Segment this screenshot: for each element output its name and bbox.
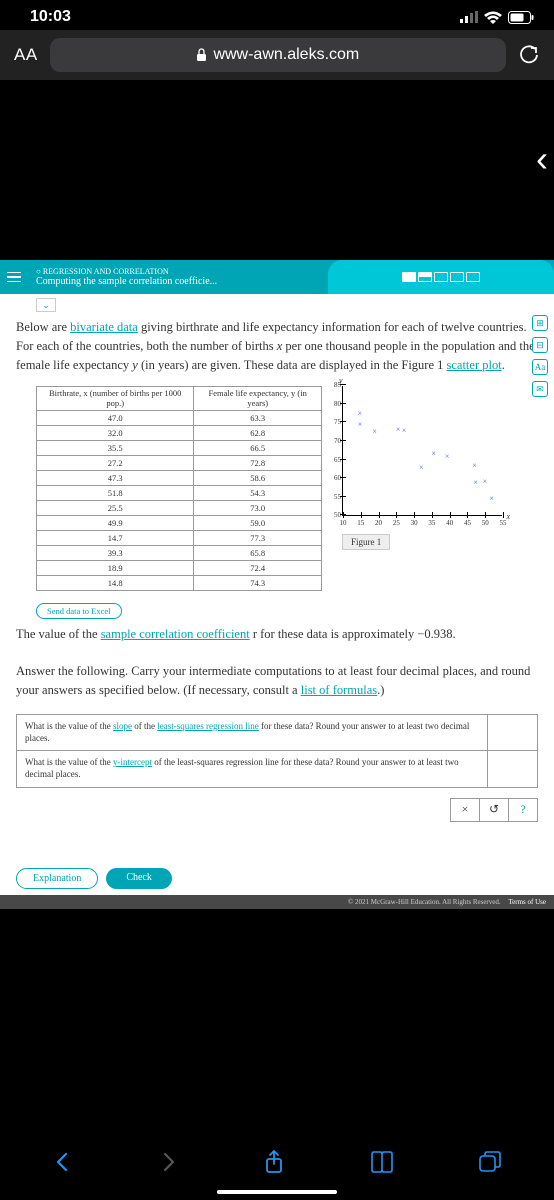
ios-status-bar: 10:03 xyxy=(0,0,554,30)
scatter-point: × xyxy=(472,462,477,470)
scatter-point: × xyxy=(396,426,401,434)
figure-wrapper: y x 101520253035404550555055606570758085… xyxy=(342,386,518,550)
scatter-point: × xyxy=(419,464,424,472)
table-row: 47.063.3 xyxy=(37,410,322,425)
battery-icon xyxy=(508,11,534,24)
question-row-slope: What is the value of the slope of the le… xyxy=(17,715,537,751)
question-row-intercept: What is the value of the y-intercept of … xyxy=(17,751,537,786)
table-row: 25.573.0 xyxy=(37,500,322,515)
url-field[interactable]: www-awn.aleks.com xyxy=(50,38,506,72)
forward-icon xyxy=(157,1151,179,1173)
topic-category: ○ REGRESSION AND CORRELATION xyxy=(36,267,320,276)
slope-input[interactable] xyxy=(487,715,537,750)
link-scatter-plot[interactable]: scatter plot xyxy=(447,358,502,372)
lock-icon xyxy=(196,48,207,62)
progress-step xyxy=(466,272,480,282)
helper-buttons: × ↺ ? xyxy=(0,794,554,828)
send-to-excel-button[interactable]: Send data to Excel xyxy=(36,603,122,619)
help-button[interactable]: ? xyxy=(508,798,538,822)
tool-icons: ⊞ ⊟ Aa ✉ xyxy=(532,315,548,397)
bookmarks-icon[interactable] xyxy=(369,1151,395,1173)
back-icon[interactable] xyxy=(52,1151,74,1173)
table-col-y: Female life expectancy, y (in years) xyxy=(194,387,322,411)
aleks-problem-panel: ○ REGRESSION AND CORRELATION Computing t… xyxy=(0,260,554,909)
home-indicator xyxy=(217,1190,337,1194)
scatter-point: × xyxy=(357,410,362,418)
link-sample-correlation[interactable]: sample correlation coefficient xyxy=(101,627,250,641)
figure-caption: Figure 1 xyxy=(342,534,390,550)
safari-address-bar: AA www-awn.aleks.com xyxy=(0,30,554,80)
progress-step xyxy=(434,272,448,282)
problem-statement: Below are bivariate data giving birthrat… xyxy=(0,312,554,382)
progress-step xyxy=(402,272,416,282)
font-icon[interactable]: Aa xyxy=(532,359,548,375)
scatter-point: × xyxy=(473,479,478,487)
topic-header: ○ REGRESSION AND CORRELATION Computing t… xyxy=(0,260,554,294)
table-row: 39.365.8 xyxy=(37,545,322,560)
explanation-button[interactable]: Explanation xyxy=(16,868,98,889)
link-y-intercept[interactable]: y-intercept xyxy=(113,757,152,767)
table-row: 32.062.8 xyxy=(37,425,322,440)
data-table: Birthrate, x (number of births per 1000 … xyxy=(36,386,322,591)
wifi-icon xyxy=(484,11,502,24)
mail-icon[interactable]: ✉ xyxy=(532,381,548,397)
status-icons xyxy=(460,11,534,24)
action-buttons: Explanation Check xyxy=(0,828,554,895)
footer: © 2021 McGraw-Hill Education. All Rights… xyxy=(0,895,554,909)
menu-icon[interactable] xyxy=(0,272,28,283)
status-time: 10:03 xyxy=(30,8,71,26)
link-least-squares[interactable]: least-squares regression line xyxy=(157,721,258,731)
table-row: 35.566.5 xyxy=(37,440,322,455)
table-row: 51.854.3 xyxy=(37,485,322,500)
signal-icon xyxy=(460,11,478,23)
scatter-point: × xyxy=(445,453,450,461)
topic-name: Computing the sample correlation coeffic… xyxy=(36,276,320,287)
copyright-text: © 2021 McGraw-Hill Education. All Rights… xyxy=(348,898,501,906)
page-back-chevron[interactable]: ‹ xyxy=(536,138,548,180)
url-text: www-awn.aleks.com xyxy=(213,46,359,64)
progress-step xyxy=(450,272,464,282)
share-icon[interactable] xyxy=(263,1149,285,1175)
scatter-point: × xyxy=(431,450,436,458)
table-row: 49.959.0 xyxy=(37,515,322,530)
answer-table: What is the value of the slope of the le… xyxy=(16,714,538,788)
undo-button[interactable]: ↺ xyxy=(479,798,509,822)
link-formulas[interactable]: list of formulas xyxy=(301,683,377,697)
check-button[interactable]: Check xyxy=(106,868,172,889)
table-icon[interactable]: ⊟ xyxy=(532,337,548,353)
clear-button[interactable]: × xyxy=(450,798,480,822)
correlation-text: The value of the sample correlation coef… xyxy=(0,619,554,708)
reload-icon[interactable] xyxy=(518,44,540,66)
calculator-icon[interactable]: ⊞ xyxy=(532,315,548,331)
scatter-point: × xyxy=(372,428,377,436)
scatter-point: × xyxy=(358,421,363,429)
topic-title: ○ REGRESSION AND CORRELATION Computing t… xyxy=(28,263,328,291)
table-row: 18.972.4 xyxy=(37,560,322,575)
scatter-point: × xyxy=(402,427,407,435)
page-viewport: ‹ ○ REGRESSION AND CORRELATION Computing… xyxy=(0,80,554,1100)
terms-link[interactable]: Terms of Use xyxy=(508,898,546,906)
table-row: 47.358.6 xyxy=(37,470,322,485)
data-table-wrapper: Birthrate, x (number of births per 1000 … xyxy=(36,386,322,591)
topic-dropdown-toggle[interactable]: ⌄ xyxy=(36,298,56,312)
scatter-point: × xyxy=(483,478,488,486)
link-slope[interactable]: slope xyxy=(113,721,132,731)
table-row: 14.874.3 xyxy=(37,575,322,590)
progress-step xyxy=(418,272,432,282)
scatter-plot: y x 101520253035404550555055606570758085… xyxy=(342,386,502,516)
table-row: 14.777.3 xyxy=(37,530,322,545)
tabs-icon[interactable] xyxy=(478,1150,502,1174)
intercept-input[interactable] xyxy=(487,751,537,786)
table-col-x: Birthrate, x (number of births per 1000 … xyxy=(37,387,194,411)
x-axis-label: x xyxy=(506,512,510,521)
text-size-button[interactable]: AA xyxy=(14,45,38,65)
scatter-point: × xyxy=(489,495,494,503)
table-row: 27.272.8 xyxy=(37,455,322,470)
progress-indicator xyxy=(328,260,554,294)
link-bivariate-data[interactable]: bivariate data xyxy=(70,320,138,334)
